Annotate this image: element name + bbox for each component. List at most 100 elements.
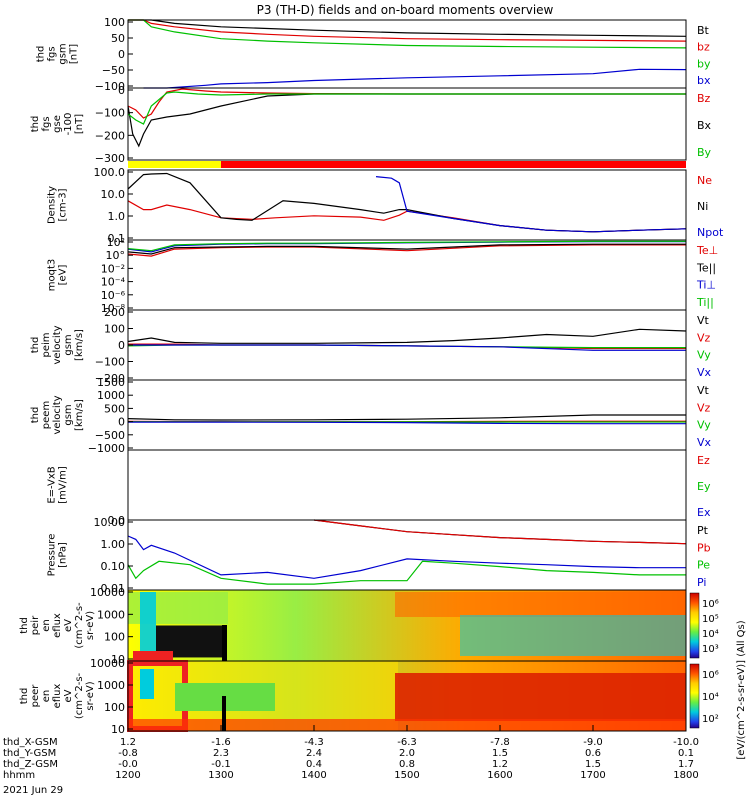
panel-frame	[128, 520, 686, 590]
legend-entry: Vx	[697, 366, 712, 379]
x-tick-label: 0.4	[306, 759, 322, 770]
y-tick-label: 500	[104, 402, 125, 415]
y-tick-label: 1500	[97, 376, 125, 389]
y-axis-label-line: sr-eV)	[85, 611, 96, 640]
y-axis-label-line: velocity	[52, 395, 63, 434]
y-axis-label-line: moqt3	[47, 259, 58, 292]
x-tick-label: -9.0	[583, 737, 603, 748]
x-tick-label: -0.0	[118, 759, 138, 770]
colorbar-tick-label: 10⁶	[702, 599, 719, 610]
y-axis-label-line: thd	[30, 116, 41, 133]
series-line-Pt	[314, 520, 686, 544]
y-axis-label: Density[cm-3]	[47, 186, 69, 224]
y-axis-label-line: velocity	[52, 325, 63, 364]
legend-entry: Vt	[697, 314, 710, 327]
y-tick-label: 100	[104, 631, 125, 644]
y-axis-label: thdpeerenefluxeV(cm^2-s-sr-eV)	[19, 672, 96, 719]
x-tick-label: 1.2	[120, 737, 136, 748]
ephemeris-row-label: hhmm	[3, 770, 35, 781]
y-tick-label: 10000	[90, 657, 125, 670]
y-tick-label: 10	[111, 723, 125, 736]
legend-entry: Npot	[697, 226, 724, 239]
y-axis-label-line: sr-eV)	[85, 681, 96, 710]
y-tick-label: 100.0	[94, 166, 126, 179]
y-axis-label-line: en	[41, 690, 52, 703]
y-axis-label-line: [mV/m]	[58, 466, 69, 504]
series-line-Ni	[128, 174, 686, 232]
y-axis-label-line: eflux	[52, 613, 63, 638]
legend-entry: Vy	[697, 419, 711, 432]
panel-peim_velocity: 2001000−100−200thdpeimvelocitygsm[km/s]V…	[30, 306, 712, 385]
colorbar-tick-label: 10⁶	[702, 670, 719, 681]
colorbar-tick-label: 10²	[702, 714, 719, 725]
legend-entry: Vy	[697, 349, 711, 362]
ephemeris-row-label: thd_Y-GSM	[3, 748, 56, 759]
y-axis-label: thdpeirenefluxeV(cm^2-s-sr-eV)	[19, 602, 96, 649]
y-axis-label-line: (cm^2-s-	[74, 602, 85, 649]
panel-frame	[128, 170, 686, 240]
y-tick-label: −100	[95, 356, 125, 369]
colorbar-tick-label: 10⁴	[702, 629, 719, 640]
y-tick-label: 10⁻⁶	[101, 289, 126, 302]
y-axis-label-line: gse	[52, 115, 63, 133]
y-axis-label-line: fgs	[41, 116, 52, 131]
x-tick-label: -1.6	[211, 737, 231, 748]
series-line-Ne	[128, 201, 686, 232]
x-tick-label: 1800	[673, 770, 698, 781]
x-tick-label: 1500	[394, 770, 419, 781]
y-tick-label: 1000	[97, 608, 125, 621]
panel-mode_bar	[128, 161, 686, 168]
x-tick-label: -0.8	[118, 748, 138, 759]
legend-entry: Pt	[697, 524, 709, 537]
x-tick-label: 1.2	[492, 759, 508, 770]
y-axis-label: Pressure[nPa]	[47, 534, 69, 577]
y-tick-label: 0.10	[101, 560, 126, 573]
y-axis-label: thdfgsgse-100[nT]	[30, 113, 85, 136]
legend-entry: bx	[697, 74, 711, 87]
date-label: 2021 Jun 29	[3, 785, 63, 796]
y-axis-label-line: (cm^2-s-	[74, 672, 85, 719]
y-axis-label: moqt3[eV]	[47, 259, 69, 292]
spectrogram-region	[222, 696, 226, 731]
legend-entry: Bx	[697, 119, 712, 132]
y-tick-label: 10000	[90, 586, 125, 599]
x-tick-label: -4.3	[304, 737, 324, 748]
y-tick-label: 1.00	[101, 538, 126, 551]
legend-entry: Ez	[697, 454, 710, 467]
legend-entry: Vt	[697, 384, 710, 397]
series-line-Pb	[314, 520, 686, 544]
spectrogram-region	[140, 592, 156, 651]
mode-bar-segment	[221, 161, 686, 168]
x-tick-label: 1300	[208, 770, 233, 781]
legend-entry: Bz	[697, 92, 711, 105]
x-tick-label: 1.5	[585, 759, 601, 770]
y-tick-label: 0	[118, 48, 125, 61]
series-line-Te	[128, 244, 686, 254]
y-tick-label: −300	[95, 152, 125, 165]
panel-frame	[128, 450, 686, 520]
x-tick-label: 0.1	[678, 748, 694, 759]
x-tick-label: 1200	[115, 770, 140, 781]
y-tick-label: 0	[118, 416, 125, 429]
legend-entry: Pb	[697, 541, 711, 554]
spectrogram-region	[395, 673, 686, 721]
y-axis-label-line: peer	[30, 684, 41, 708]
legend-entry: Ti⊥	[696, 279, 716, 292]
y-tick-label: 1000	[97, 679, 125, 692]
series-line-by	[128, 20, 686, 48]
y-tick-label: 0	[118, 339, 125, 352]
spectrogram-region	[460, 615, 686, 656]
x-tick-label: 1700	[580, 770, 605, 781]
y-tick-label: 100	[104, 323, 125, 336]
y-axis-label-line: peir	[30, 615, 41, 635]
legend-entry: Vz	[697, 331, 711, 344]
panel-peer_spec: 10000 1000 100 10 thdpeerenefluxeV(cm^2-s-sr…	[19, 657, 686, 736]
y-axis-label-line: thd	[19, 688, 30, 705]
colorbar-tick-label: 10⁵	[702, 614, 719, 625]
colorbar-label: [eV/(cm^2-s-sr-eV)] (All Qs)	[736, 620, 747, 759]
legend-entry: Pi	[697, 576, 706, 589]
y-tick-label: 100	[104, 701, 125, 714]
